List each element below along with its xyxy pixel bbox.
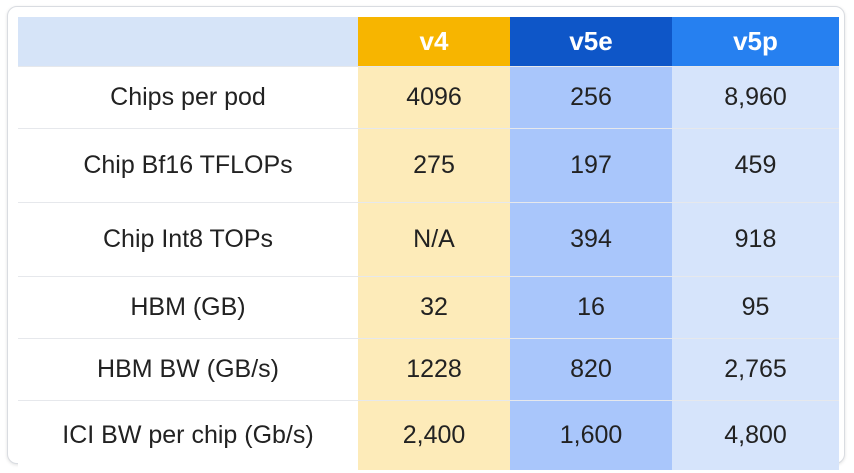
- row-label: HBM (GB): [18, 276, 358, 338]
- cell-v5p: 459: [672, 129, 839, 202]
- cell-v5e: 16: [510, 277, 672, 338]
- table-row: ICI BW per chip (Gb/s) 2,400 1,600 4,800: [18, 400, 839, 470]
- cell-v5p: 95: [672, 277, 839, 338]
- cell-v5p: 8,960: [672, 67, 839, 128]
- row-label: HBM BW (GB/s): [18, 338, 358, 400]
- cell-v4: 32: [358, 277, 510, 338]
- row-label: Chips per pod: [18, 66, 358, 128]
- cell-v4: 4096: [358, 67, 510, 128]
- row-label: ICI BW per chip (Gb/s): [18, 400, 358, 470]
- table-header-row: v4 v5e v5p: [18, 17, 839, 66]
- tpu-comparison-table: v4 v5e v5p Chips per pod 4096 256 8,960 …: [18, 17, 839, 470]
- table-row: Chip Int8 TOPs N/A 394 918: [18, 202, 839, 276]
- cell-v4: 2,400: [358, 401, 510, 470]
- cell-v4: 275: [358, 129, 510, 202]
- cell-v5e: 256: [510, 67, 672, 128]
- cell-v4: N/A: [358, 203, 510, 276]
- row-label: Chip Bf16 TFLOPs: [18, 128, 358, 202]
- row-label: Chip Int8 TOPs: [18, 202, 358, 276]
- cell-v5e: 394: [510, 203, 672, 276]
- cell-v5p: 918: [672, 203, 839, 276]
- header-v5p: v5p: [672, 17, 839, 66]
- table-row: Chips per pod 4096 256 8,960: [18, 66, 839, 128]
- cell-v5e: 820: [510, 339, 672, 400]
- cell-v5e: 1,600: [510, 401, 672, 470]
- table-row: HBM BW (GB/s) 1228 820 2,765: [18, 338, 839, 400]
- header-v4: v4: [358, 17, 510, 66]
- table-row: HBM (GB) 32 16 95: [18, 276, 839, 338]
- cell-v5e: 197: [510, 129, 672, 202]
- header-v5e: v5e: [510, 17, 672, 66]
- cell-v5p: 2,765: [672, 339, 839, 400]
- table-row: Chip Bf16 TFLOPs 275 197 459: [18, 128, 839, 202]
- header-corner-cell: [18, 17, 358, 66]
- cell-v4: 1228: [358, 339, 510, 400]
- cell-v5p: 4,800: [672, 401, 839, 470]
